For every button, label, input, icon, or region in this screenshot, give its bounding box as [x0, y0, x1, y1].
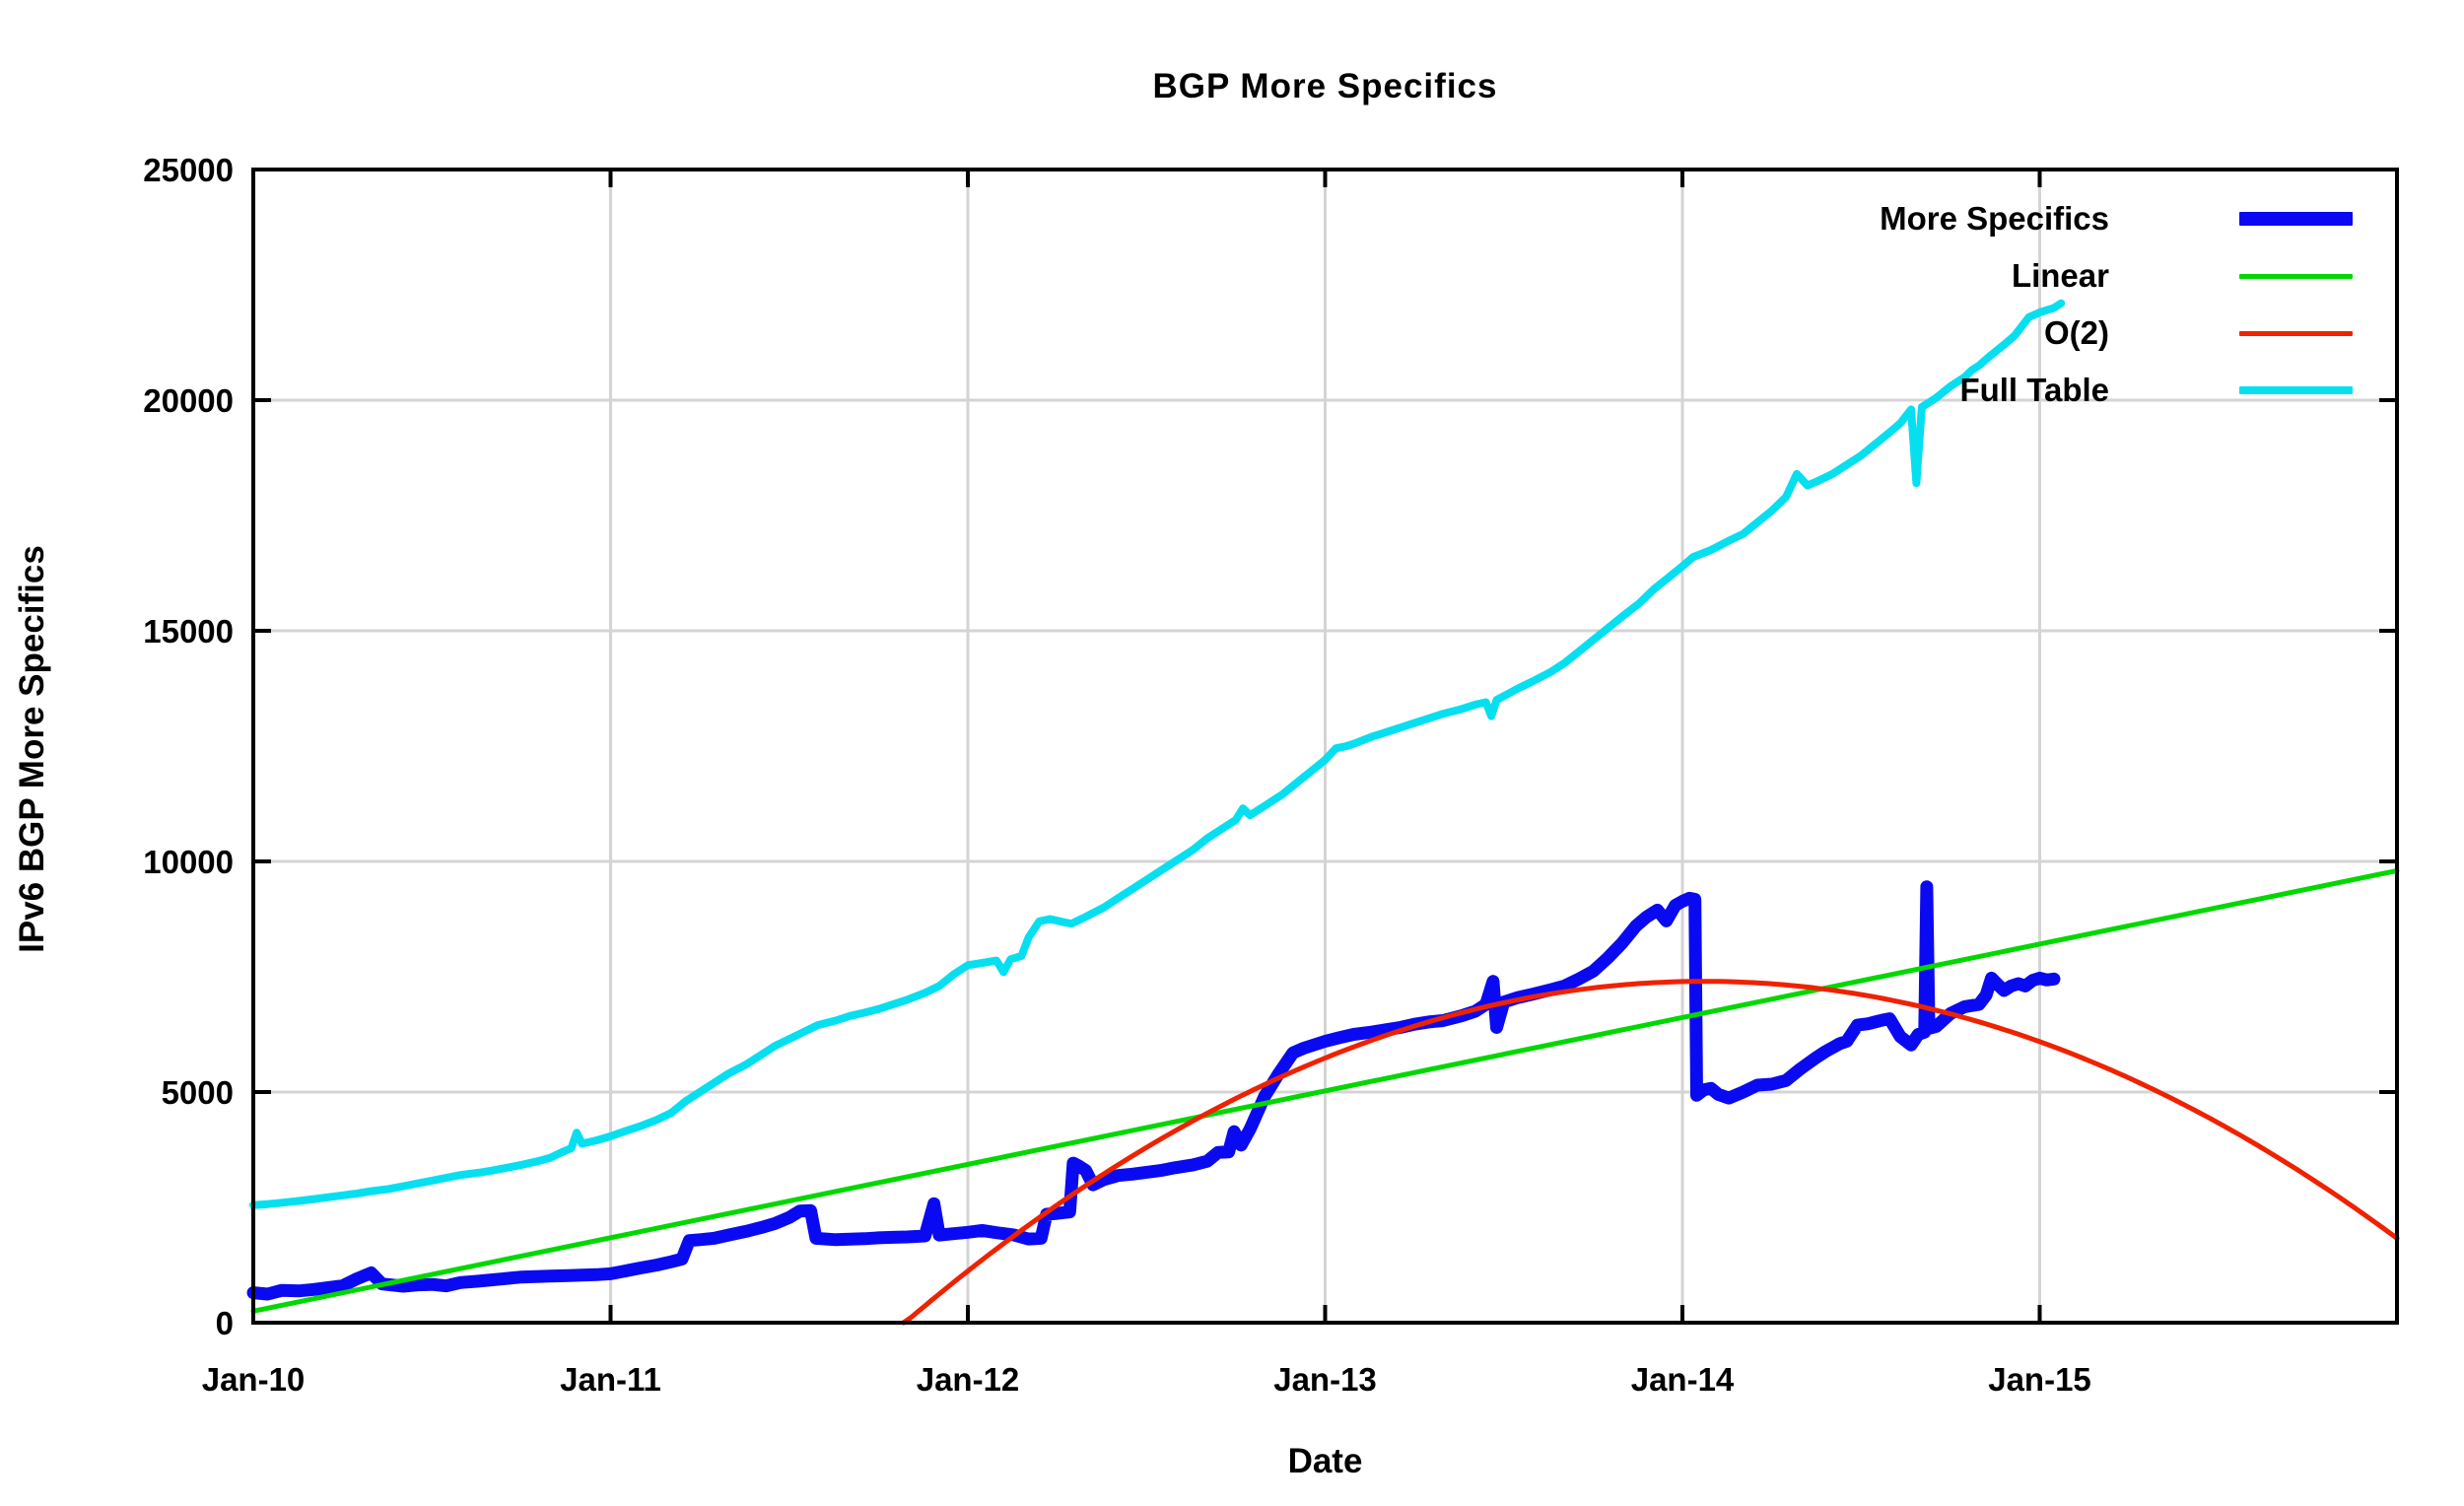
x-tick-label-Jan-15: Jan-15: [1988, 1361, 2091, 1398]
x-tick-label-Jan-14: Jan-14: [1630, 1361, 1735, 1398]
y-tick-label-15000: 15000: [143, 613, 234, 650]
y-tick-label-5000: 5000: [161, 1074, 234, 1111]
y-axis-label: IPv6 BGP More Specifics: [13, 545, 51, 953]
x-axis-label: Date: [1287, 1442, 1363, 1480]
legend-row-o-2-: O(2): [1676, 313, 2353, 353]
legend-row-full-table: Full Table: [1676, 371, 2353, 410]
legend-swatch: [2239, 386, 2353, 394]
series-line-full-table: [249, 299, 2066, 1209]
legend-swatch: [2239, 330, 2353, 336]
chart-title: BGP More Specifics: [1152, 67, 1498, 105]
x-tick-label-Jan-13: Jan-13: [1273, 1361, 1377, 1398]
series-line-more-specifics: [246, 880, 2061, 1301]
legend-label: More Specifics: [1880, 200, 2109, 237]
y-tick-label-0: 0: [215, 1305, 234, 1341]
x-tick-label-Jan-10: Jan-10: [201, 1361, 306, 1398]
x-tick-label-Jan-12: Jan-12: [916, 1361, 1020, 1398]
x-tick-label-Jan-11: Jan-11: [560, 1361, 661, 1398]
legend-swatch: [2239, 212, 2353, 226]
legend-row-linear: Linear: [1676, 256, 2353, 296]
legend-swatch: [2239, 273, 2353, 279]
y-tick-label-10000: 10000: [143, 844, 234, 880]
y-tick-label-25000: 25000: [143, 152, 234, 188]
series-line-o-2-: [901, 979, 2400, 1326]
series-line-linear: [250, 867, 2400, 1314]
legend-label: Full Table: [1959, 372, 2109, 408]
y-tick-label-20000: 20000: [143, 382, 234, 419]
legend-row-more-specifics: More Specifics: [1676, 199, 2353, 239]
legend-label: O(2): [2044, 314, 2109, 351]
legend-label: Linear: [2011, 257, 2109, 294]
